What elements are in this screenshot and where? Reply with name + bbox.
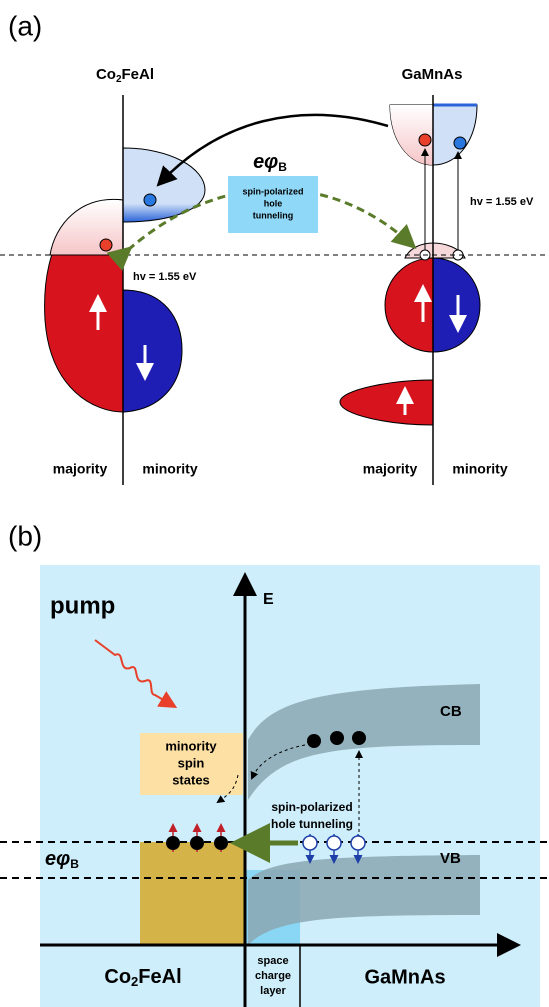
region-label: layer <box>260 985 286 997</box>
tunneling-text: tunneling <box>253 210 294 220</box>
spin-holes <box>302 834 366 864</box>
electron <box>143 193 157 207</box>
box-text: states <box>172 772 210 787</box>
box-text: spin <box>178 755 205 770</box>
material-label: Co2FeAl <box>104 966 181 989</box>
axis-label: E <box>263 591 274 608</box>
electron <box>418 133 432 147</box>
photon-label: hv = 1.55 eV <box>133 271 197 283</box>
material-label: GaMnAs <box>364 966 445 988</box>
material-label: Co2FeAl <box>96 66 154 85</box>
band-label: CB <box>440 703 462 720</box>
spin-electrons <box>166 823 228 852</box>
photon-label: hv = 1.55 eV <box>470 196 534 208</box>
electron <box>330 731 344 745</box>
material-label: GaMnAs <box>402 66 463 83</box>
filled-states <box>140 842 245 945</box>
spin-label: majority <box>363 461 418 477</box>
region-label: space <box>257 955 288 967</box>
majority-lower <box>339 379 434 426</box>
panel-label: (a) <box>8 10 42 41</box>
electron <box>453 136 467 150</box>
box-text: minority <box>165 738 217 753</box>
electron <box>99 238 113 252</box>
region-label: charge <box>255 970 291 982</box>
spin-label: majority <box>53 461 108 477</box>
relaxation-arrow <box>250 744 306 780</box>
electron <box>307 734 321 748</box>
pump-pulse <box>94 639 178 709</box>
tunneling-arrow <box>156 113 389 187</box>
tunneling-text: spin-polarized <box>271 800 352 814</box>
panel-label: (b) <box>8 520 42 551</box>
relaxation-arrow <box>216 774 239 804</box>
tunneling-text: hole tunneling <box>271 817 353 831</box>
minority-dos <box>122 289 183 413</box>
electron <box>352 731 366 745</box>
barrier-label: eφB <box>45 848 79 871</box>
spin-label: minority <box>142 461 197 477</box>
majority-dos <box>384 257 434 353</box>
barrier-label: eφB <box>253 151 287 174</box>
minority-box <box>140 733 243 795</box>
tunneling-box <box>228 176 318 233</box>
tunneling-text: hole <box>264 198 283 208</box>
tunneling-text: spin-polarized <box>242 186 303 196</box>
pump-label: pump <box>50 592 115 619</box>
spin-label: minority <box>452 461 507 477</box>
band-label: VB <box>440 850 461 867</box>
minority-dos-upper <box>122 147 206 223</box>
